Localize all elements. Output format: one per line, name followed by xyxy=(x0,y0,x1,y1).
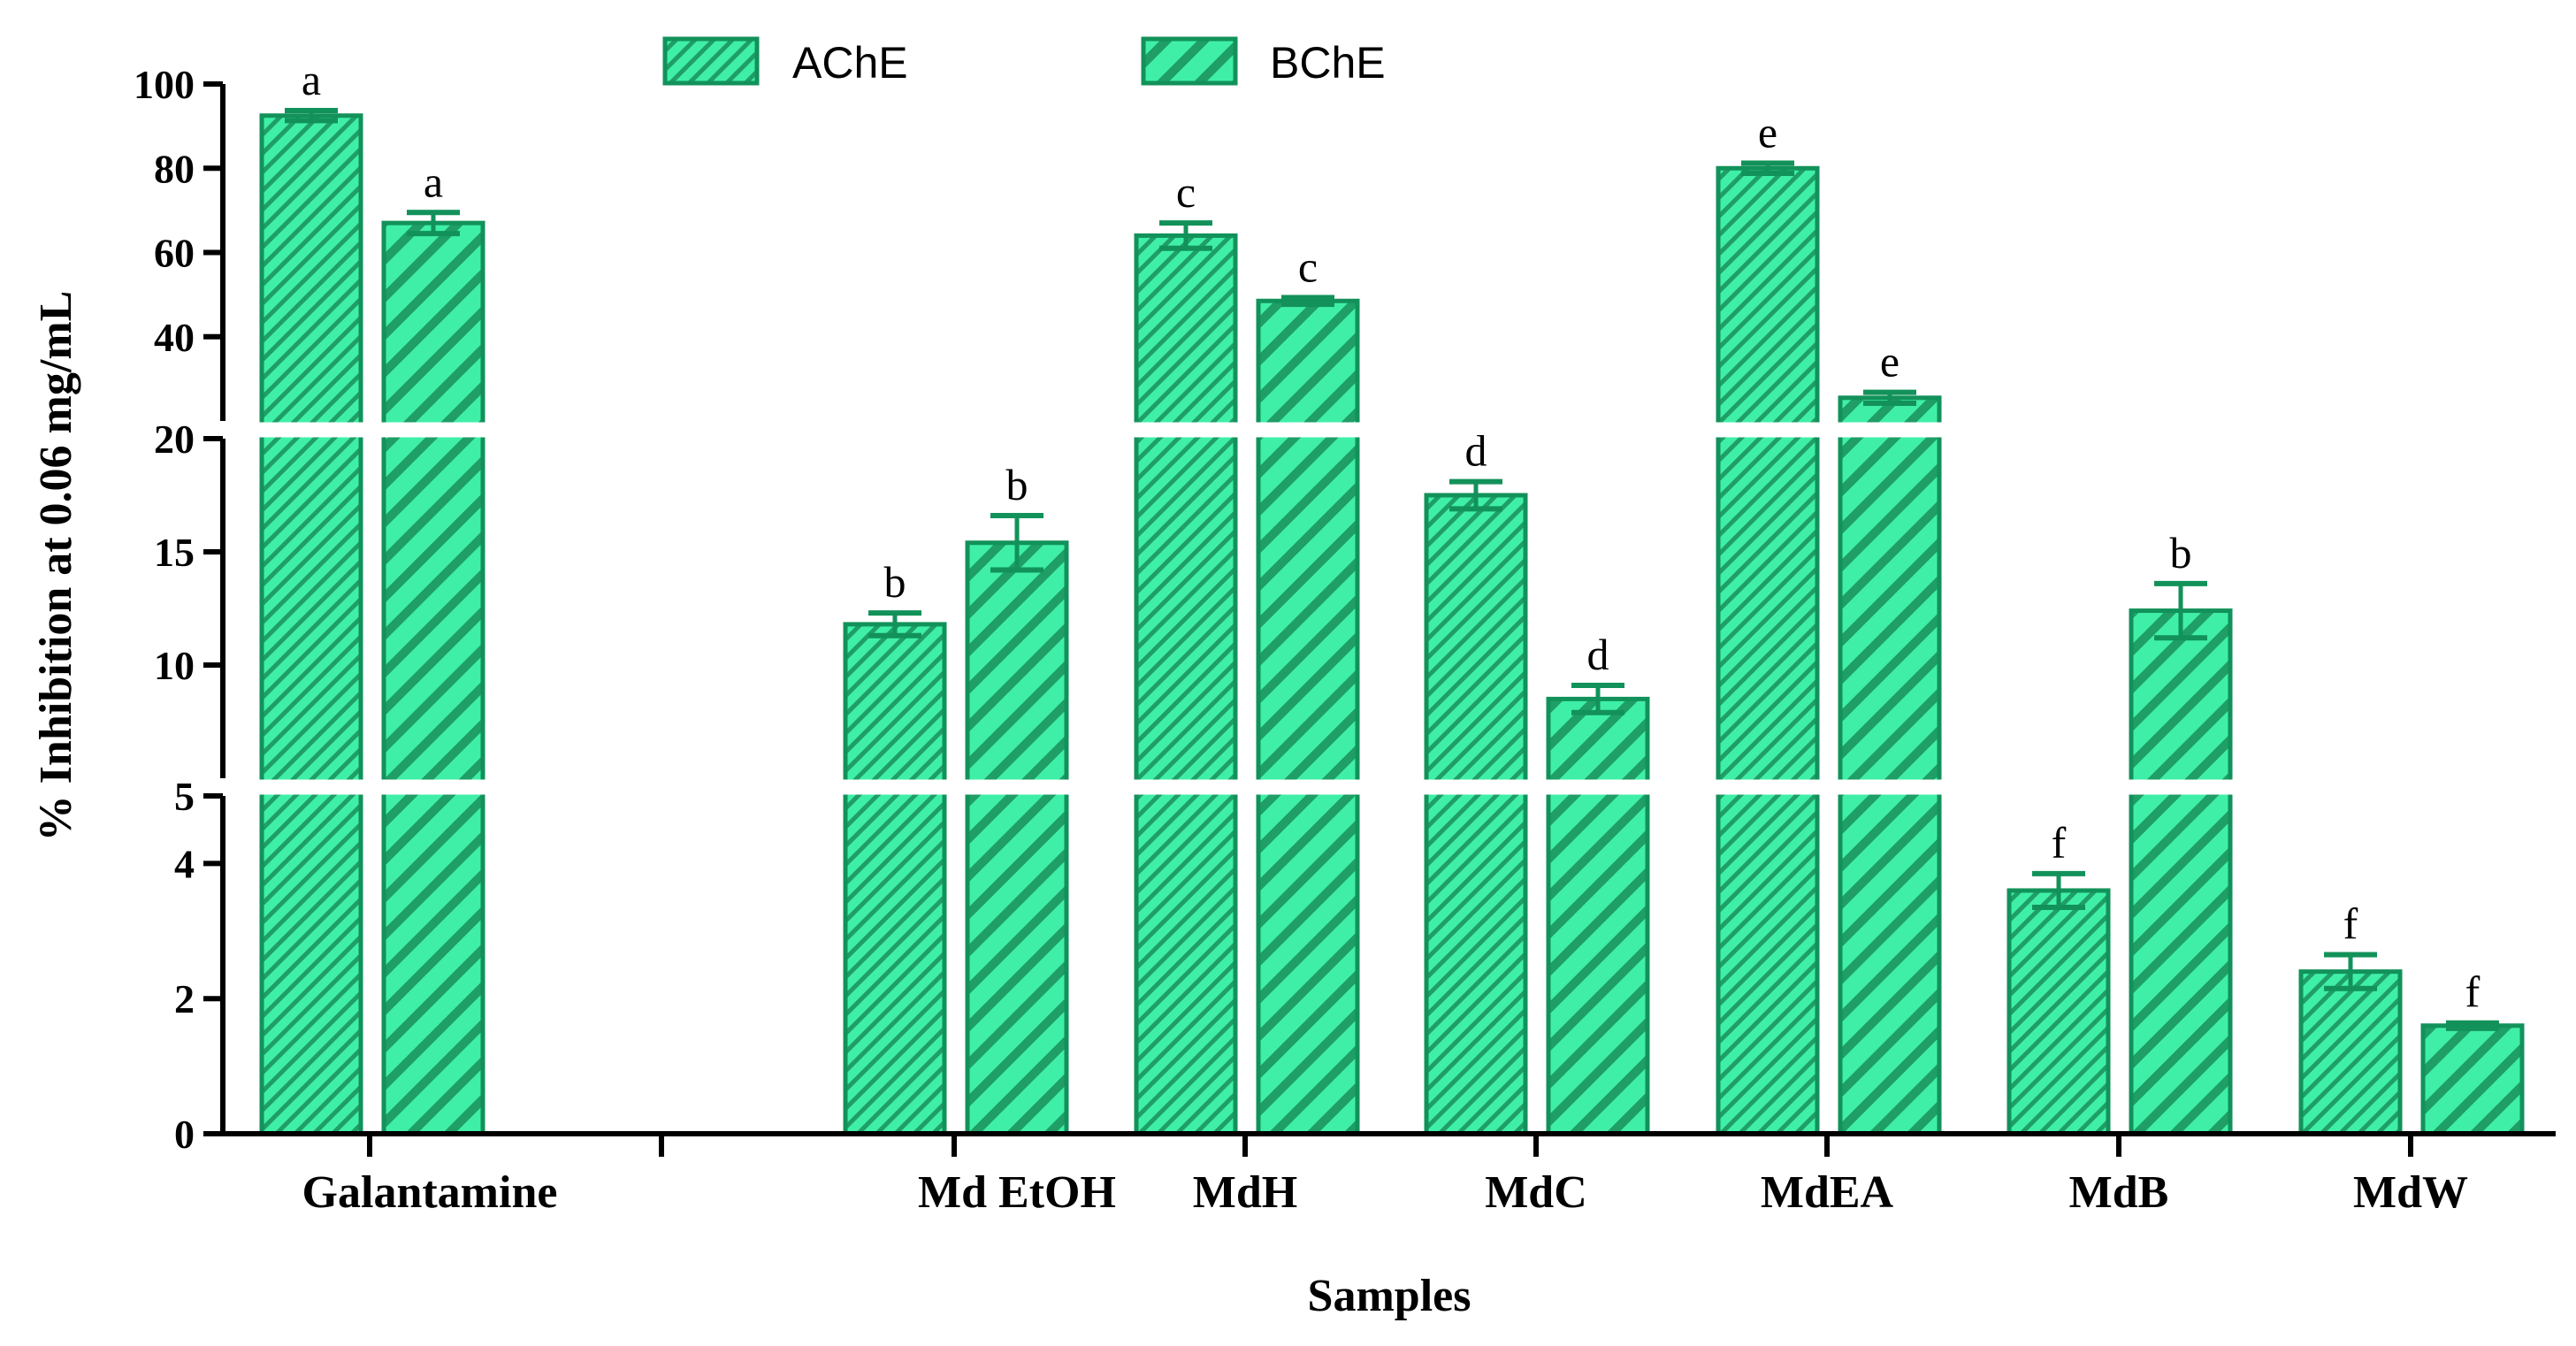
significance-label: e xyxy=(1880,337,1900,386)
x-category-label: MdEA xyxy=(1761,1167,1894,1218)
bar-ache-mdw xyxy=(2298,969,2403,1136)
bar-ache-mdea xyxy=(1716,165,1820,1136)
significance-label: b xyxy=(884,557,906,607)
bars-layer xyxy=(259,113,2525,1136)
significance-label: a xyxy=(424,157,443,206)
significance-label: e xyxy=(1758,108,1777,157)
error-bar-bche-mdh xyxy=(1281,294,1334,308)
y-tick-label: 100 xyxy=(134,62,195,107)
bar-bche-md-etoh xyxy=(965,540,1069,1136)
axis-break-gaps xyxy=(205,422,2556,795)
x-category-label: MdH xyxy=(1193,1167,1297,1218)
bar-ache-md-etoh xyxy=(843,622,947,1136)
x-axis-title: Samples xyxy=(1308,1271,1471,1321)
x-category-label: MdB xyxy=(2069,1167,2169,1218)
significance-label: b xyxy=(1006,460,1028,509)
error-bar-ache-mdc xyxy=(1449,478,1502,512)
legend-label-bche: BChE xyxy=(1270,38,1386,88)
bar-bche-mdh xyxy=(1256,298,1360,1136)
y-tick-label: 0 xyxy=(174,1112,195,1157)
legend-swatch-ache xyxy=(662,36,760,86)
significance-label: d xyxy=(1465,426,1487,476)
error-bar-ache-mdea xyxy=(1741,160,1794,176)
error-bar-bche-md-etoh xyxy=(990,513,1043,573)
x-category-label: Galantamine xyxy=(302,1167,558,1218)
y-tick-label: 5 xyxy=(174,774,195,819)
bar-bche-mdea xyxy=(1838,395,1942,1136)
error-bar-bche-mdb xyxy=(2154,580,2207,641)
bar-ache-mdh xyxy=(1134,233,1238,1136)
y-tick-label: 80 xyxy=(154,146,195,191)
y-tick-label: 15 xyxy=(154,530,195,575)
x-category-label: MdC xyxy=(1485,1167,1587,1218)
error-bar-ache-mdh xyxy=(1159,220,1212,251)
y-tick-label: 10 xyxy=(154,643,195,688)
y-tick-label: 20 xyxy=(154,417,195,462)
legend: AChE BChE xyxy=(662,36,1386,88)
x-category-label: Md EtOH xyxy=(918,1167,1116,1218)
axis-break-gap xyxy=(205,422,2556,438)
error-bar-bche-mdc xyxy=(1571,683,1624,715)
significance-label: f xyxy=(2052,818,2067,868)
legend-swatch-bche xyxy=(1141,36,1238,86)
error-bar-bche-galantamine xyxy=(407,210,460,237)
y-tick-label: 40 xyxy=(154,315,195,360)
bar-bche-galantamine xyxy=(381,220,485,1136)
significance-labels-layer: a b c d e f f a b c d e b f xyxy=(302,55,2480,1017)
significance-label: f xyxy=(2465,967,2480,1017)
y-tick-label: 2 xyxy=(174,976,195,1021)
x-category-label: MdW xyxy=(2353,1167,2468,1218)
y-axis-title: % Inhibition at 0.06 mg/mL xyxy=(31,291,81,842)
bar-ache-mdc xyxy=(1424,493,1528,1136)
bar-ache-mdb xyxy=(2007,888,2111,1136)
error-bar-ache-galantamine xyxy=(285,108,338,124)
significance-label: b xyxy=(2170,528,2192,577)
axes-layer: 0 2 4 5 10 15 20 40 60 80 100 Galantamine Md EtOH MdH… xyxy=(134,62,2556,1218)
significance-label: c xyxy=(1176,167,1196,217)
significance-label: c xyxy=(1298,241,1318,291)
error-bar-ache-md-etoh xyxy=(868,610,921,639)
significance-label: a xyxy=(302,55,321,104)
y-tick-label: 60 xyxy=(154,231,195,276)
error-bar-ache-mdw xyxy=(2324,952,2377,991)
axis-break-gap xyxy=(205,779,2556,795)
error-bars-layer xyxy=(285,108,2499,1031)
bar-bche-mdb xyxy=(2129,608,2233,1136)
error-bar-ache-mdb xyxy=(2032,870,2085,911)
significance-label: d xyxy=(1587,630,1609,679)
bar-bche-mdw xyxy=(2420,1023,2525,1136)
legend-label-ache: AChE xyxy=(792,38,908,88)
bar-bche-mdc xyxy=(1546,696,1650,1136)
significance-label: f xyxy=(2343,899,2358,949)
bar-ache-galantamine xyxy=(259,113,363,1136)
error-bar-bche-mdw xyxy=(2446,1020,2499,1031)
error-bar-bche-mdea xyxy=(1863,389,1916,406)
y-tick-label: 4 xyxy=(174,841,195,886)
